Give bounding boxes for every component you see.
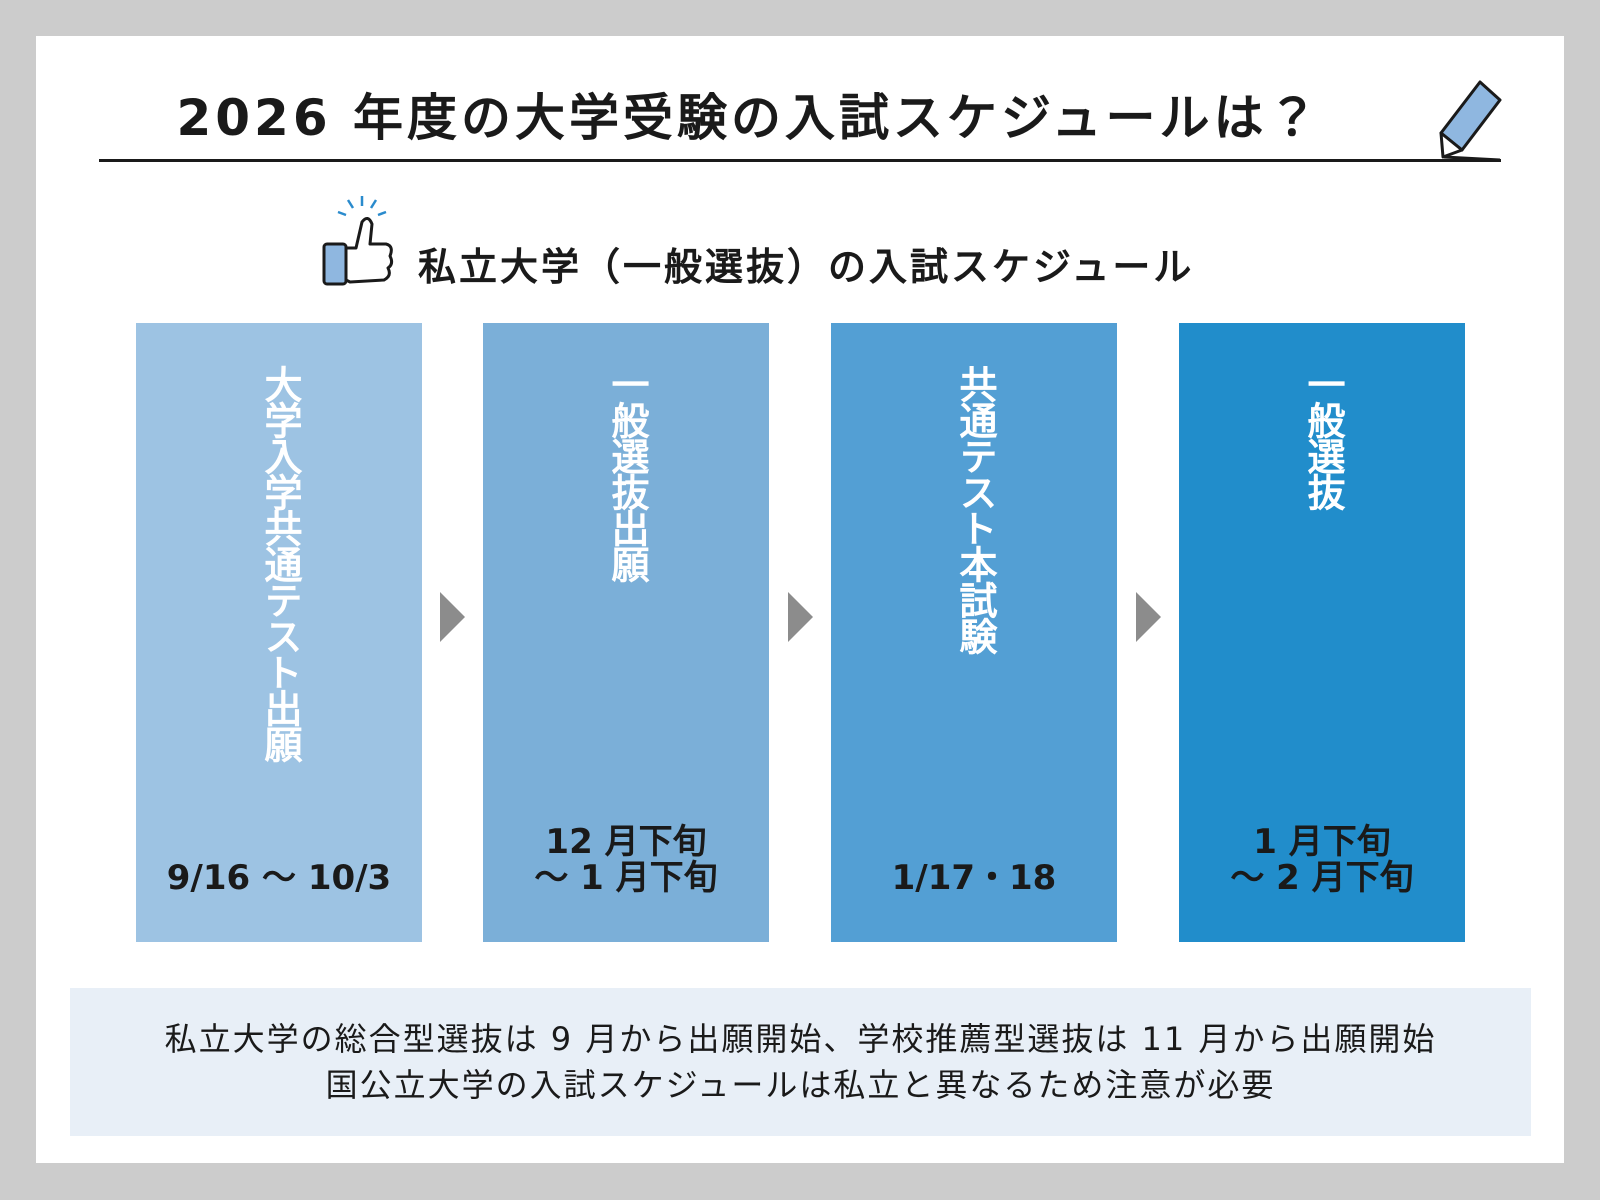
date-line: 9/16 ～ 10/3 [166,858,392,898]
step-box: 一般選抜 1 月下旬～ 2 月下旬 [1179,323,1465,942]
step-label: 一般選抜 [1301,365,1345,509]
flow-arrows [440,592,1161,642]
date-line: 1/17・18 [891,858,1057,898]
step-label: 一般選抜出願 [605,365,649,581]
date-line: ～ 1 月下旬 [534,858,718,898]
title-rule [99,159,1501,162]
step-date: 1/17・18 [831,860,1117,896]
date-line: ～ 2 月下旬 [1230,858,1414,898]
step-date: 1 月下旬～ 2 月下旬 [1179,824,1465,896]
date-line: 1 月下旬 [1253,822,1391,862]
note-line: 国公立大学の入試スケジュールは私立と異なるため注意が必要 [325,1066,1276,1104]
step-date: 12 月下旬～ 1 月下旬 [483,824,769,896]
date-line: 12 月下旬 [545,822,707,862]
step-box: 一般選抜出願 12 月下旬～ 1 月下旬 [483,323,769,942]
step-date: 9/16 ～ 10/3 [136,860,422,896]
note-line: 私立大学の総合型選抜は 9 月から出願開始、学校推薦型選抜は 11 月から出願開… [164,1020,1437,1058]
thumbs-up-icon [322,196,394,286]
note-box: 私立大学の総合型選抜は 9 月から出願開始、学校推薦型選抜は 11 月から出願開… [70,988,1531,1136]
step-label: 共通テスト本試験 [953,365,997,653]
title: 2026 年度の大学受験の入試スケジュールは？ [176,89,1322,147]
step-box: 大学入学共通テスト出願 9/16 ～ 10/3 [136,323,422,942]
step-label: 大学入学共通テスト出願 [258,365,302,761]
step-box: 共通テスト本試験 1/17・18 [831,323,1117,942]
subtitle: 私立大学（一般選抜）の入試スケジュール [418,245,1195,289]
pencil-icon [1439,80,1502,162]
